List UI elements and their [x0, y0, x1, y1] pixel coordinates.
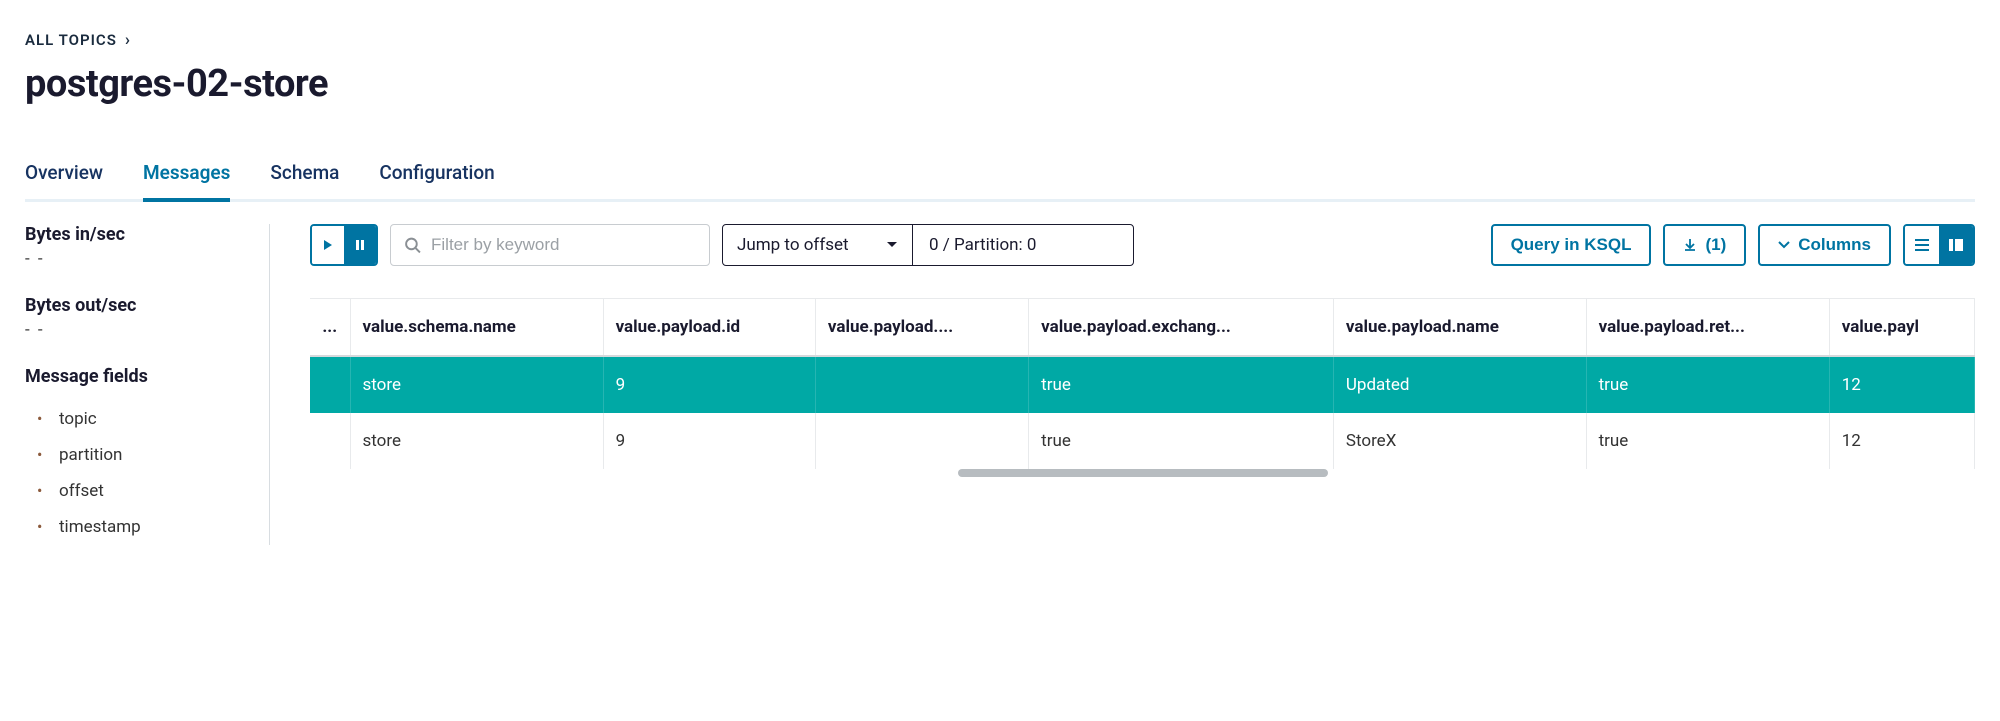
col-header[interactable]: value.schema.name: [350, 299, 603, 356]
table-row[interactable]: store9trueUpdatedtrue12: [310, 356, 1975, 413]
toolbar: Jump to offset 0 / Partition: 0 Query in…: [310, 224, 1975, 266]
table-wrap: ... value.schema.name value.payload.id v…: [310, 298, 1975, 479]
jump-to-offset-select[interactable]: Jump to offset: [723, 225, 913, 265]
col-header[interactable]: value.payl: [1829, 299, 1974, 356]
filter-input[interactable]: [390, 224, 710, 266]
chevron-down-icon: [1778, 241, 1790, 249]
pause-icon: [354, 239, 366, 251]
table-cell: [815, 356, 1028, 413]
table-cell: true: [1586, 413, 1829, 469]
table-cell: store: [350, 356, 603, 413]
download-button[interactable]: (1): [1663, 224, 1746, 266]
table-body: store9trueUpdatedtrue12store9trueStoreXt…: [310, 356, 1975, 469]
filter-wrap: [390, 224, 710, 266]
col-header[interactable]: value.payload....: [815, 299, 1028, 356]
play-button[interactable]: [312, 226, 344, 264]
stat-bytes-in: Bytes in/sec - -: [25, 224, 249, 269]
tab-configuration[interactable]: Configuration: [379, 161, 494, 202]
table-cell: 12: [1829, 413, 1974, 469]
table-header-row: ... value.schema.name value.payload.id v…: [310, 299, 1975, 356]
sidebar: Bytes in/sec - - Bytes out/sec - - Messa…: [25, 224, 270, 545]
partition-display[interactable]: 0 / Partition: 0: [913, 225, 1133, 265]
column-view-button[interactable]: [1939, 226, 1973, 264]
play-pause-group: [310, 224, 378, 266]
horizontal-scrollbar[interactable]: [310, 469, 1975, 479]
stat-value: - -: [25, 320, 249, 340]
tabs: Overview Messages Schema Configuration: [25, 161, 1975, 202]
download-icon: [1683, 238, 1697, 252]
caret-down-icon: [886, 241, 898, 249]
columns-button[interactable]: Columns: [1758, 224, 1891, 266]
messages-table: ... value.schema.name value.payload.id v…: [310, 299, 1975, 469]
fields-list: topic partition offset timestamp: [25, 401, 249, 545]
search-icon: [404, 237, 421, 254]
field-item[interactable]: topic: [37, 401, 249, 437]
table-cell: store: [350, 413, 603, 469]
col-header[interactable]: value.payload.id: [603, 299, 815, 356]
col-header[interactable]: value.payload.exchang...: [1029, 299, 1334, 356]
message-fields-block: Message fields topic partition offset ti…: [25, 366, 249, 545]
field-item[interactable]: partition: [37, 437, 249, 473]
page-title: postgres-02-store: [25, 62, 1975, 106]
field-item[interactable]: timestamp: [37, 509, 249, 545]
breadcrumb-label: ALL TOPICS: [25, 31, 117, 49]
table-cell: [815, 413, 1028, 469]
col-header[interactable]: value.payload.ret...: [1586, 299, 1829, 356]
list-view-button[interactable]: [1905, 226, 1939, 264]
table-cell: [310, 413, 350, 469]
columns-icon: [1948, 238, 1964, 252]
offset-group: Jump to offset 0 / Partition: 0: [722, 224, 1134, 266]
main-panel: Jump to offset 0 / Partition: 0 Query in…: [270, 224, 1975, 545]
scrollbar-thumb[interactable]: [958, 469, 1328, 477]
table-cell: true: [1029, 356, 1334, 413]
query-ksql-button[interactable]: Query in KSQL: [1491, 224, 1652, 266]
table-cell: 9: [603, 356, 815, 413]
table-cell: true: [1029, 413, 1334, 469]
field-item[interactable]: offset: [37, 473, 249, 509]
play-icon: [322, 239, 334, 251]
table-row[interactable]: store9trueStoreXtrue12: [310, 413, 1975, 469]
table-cell: StoreX: [1333, 413, 1586, 469]
table-cell: 9: [603, 413, 815, 469]
stat-value: - -: [25, 249, 249, 269]
stat-label: Bytes out/sec: [25, 295, 249, 316]
view-toggle: [1903, 224, 1975, 266]
chevron-right-icon: ›: [125, 30, 131, 50]
breadcrumb[interactable]: ALL TOPICS ›: [25, 30, 1975, 50]
table-cell: true: [1586, 356, 1829, 413]
stat-label: Bytes in/sec: [25, 224, 249, 245]
offset-label: Jump to offset: [737, 235, 849, 255]
col-header[interactable]: value.payload.name: [1333, 299, 1586, 356]
pause-button[interactable]: [344, 226, 376, 264]
table-cell: 12: [1829, 356, 1974, 413]
tab-overview[interactable]: Overview: [25, 161, 103, 202]
col-header[interactable]: ...: [310, 299, 350, 356]
table-cell: Updated: [1333, 356, 1586, 413]
tab-schema[interactable]: Schema: [270, 161, 339, 202]
stat-bytes-out: Bytes out/sec - -: [25, 295, 249, 340]
table-cell: [310, 356, 350, 413]
list-icon: [1914, 238, 1930, 252]
fields-title: Message fields: [25, 366, 249, 387]
tab-messages[interactable]: Messages: [143, 161, 230, 202]
